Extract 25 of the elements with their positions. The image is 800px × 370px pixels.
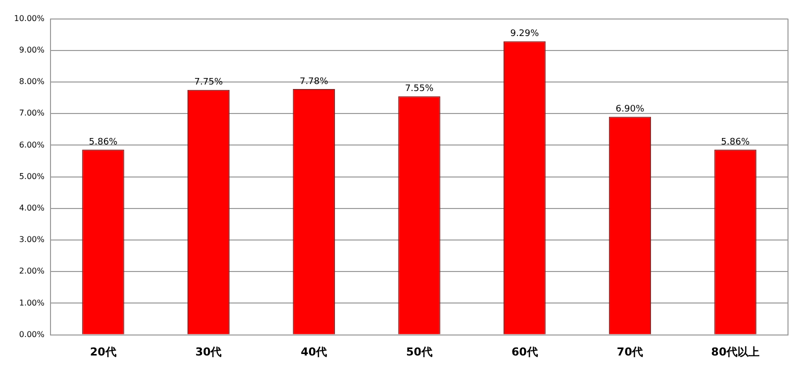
x-tick-label: 50代 bbox=[406, 345, 432, 358]
y-tick-label: 8.00% bbox=[19, 77, 45, 86]
y-tick-label: 3.00% bbox=[19, 235, 45, 244]
x-tick-label: 80代以上 bbox=[711, 345, 760, 358]
data-label: 5.86% bbox=[88, 137, 118, 148]
x-tick-label: 60代 bbox=[511, 345, 538, 358]
data-label: 6.90% bbox=[616, 104, 645, 115]
y-tick-label: 2.00% bbox=[19, 266, 45, 276]
y-tick-label: 6.00% bbox=[19, 140, 45, 150]
y-tick-label: 10.00% bbox=[14, 14, 45, 23]
data-label: 5.86% bbox=[721, 137, 750, 148]
data-label: 7.78% bbox=[300, 76, 329, 87]
data-label: 7.55% bbox=[404, 84, 434, 94]
x-tick-label: 30代 bbox=[195, 345, 222, 358]
x-tick-label: 20代 bbox=[90, 345, 116, 358]
y-tick-label: 5.00% bbox=[19, 172, 45, 181]
data-label: 7.75% bbox=[194, 78, 224, 88]
data-label: 9.29% bbox=[510, 29, 540, 40]
x-tick-label: 40代 bbox=[300, 345, 328, 358]
y-tick-label: 9.00% bbox=[19, 45, 45, 54]
y-tick-label: 4.00% bbox=[19, 203, 45, 212]
x-tick-label: 70代 bbox=[616, 345, 644, 358]
y-tick-label: 1.00% bbox=[19, 298, 45, 308]
y-tick-label: 7.00% bbox=[19, 108, 45, 118]
y-tick-label: 0.00% bbox=[19, 330, 45, 339]
